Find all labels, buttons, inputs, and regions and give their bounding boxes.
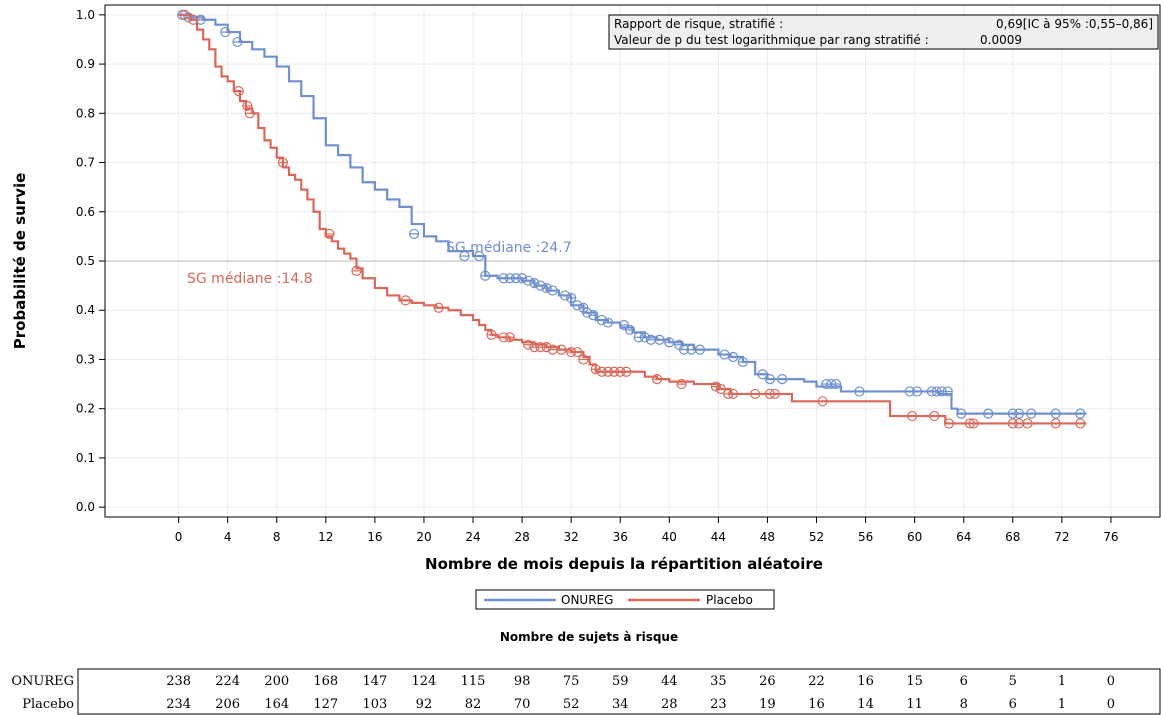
risk-value-placebo: 164 (264, 697, 289, 712)
median-annotation-placebo: SG médiane :14.8 (187, 271, 313, 287)
median-annotation-onureg: SG médiane :24.7 (446, 240, 572, 256)
y-tick-label: 0.6 (76, 205, 95, 219)
risk-value-placebo: 14 (857, 697, 874, 712)
risk-table-frame (77, 668, 1161, 715)
risk-value-onureg: 26 (759, 674, 776, 689)
survival-curve-placebo (178, 13, 1087, 425)
series-layer (178, 13, 1087, 425)
risk-value-placebo: 103 (362, 697, 387, 712)
legend-label-onureg: ONUREG (561, 593, 613, 607)
y-tick-label: 0.1 (76, 451, 95, 465)
risk-value-placebo: 70 (514, 697, 531, 712)
y-tick-label: 0.3 (76, 352, 95, 366)
risk-value-onureg: 5 (1009, 674, 1017, 689)
risk-value-onureg: 0 (1107, 674, 1115, 689)
risk-value-placebo: 34 (612, 697, 629, 712)
risk-value-placebo: 234 (166, 697, 191, 712)
risk-value-placebo: 19 (759, 697, 776, 712)
risk-value-onureg: 224 (215, 674, 240, 689)
y-tick-label: 0.4 (76, 303, 95, 317)
risk-value-placebo: 28 (661, 697, 678, 712)
y-axis-title: Probabilité de survie (11, 173, 29, 350)
risk-value-placebo: 127 (313, 697, 338, 712)
x-tick-label: 8 (273, 530, 281, 544)
x-tick-label: 16 (367, 530, 382, 544)
risk-value-placebo: 0 (1107, 697, 1115, 712)
risk-row-label-placebo: Placebo (22, 697, 74, 712)
stats-row2-label: Valeur de p du test logarithmique par ra… (614, 33, 929, 47)
x-tick-label: 56 (858, 530, 873, 544)
y-tick-label: 0.5 (76, 254, 95, 268)
stats-box-frame (608, 14, 1159, 50)
risk-value-onureg: 147 (362, 674, 387, 689)
risk-value-placebo: 23 (710, 697, 727, 712)
x-tick-label: 52 (809, 530, 824, 544)
risk-value-placebo: 8 (960, 697, 968, 712)
risk-value-onureg: 115 (461, 674, 486, 689)
y-tick-label: 0.9 (76, 57, 95, 71)
x-tick-label: 36 (613, 530, 628, 544)
legend-frame (475, 589, 775, 610)
risk-value-onureg: 22 (808, 674, 825, 689)
risk-value-onureg: 98 (514, 674, 531, 689)
risk-value-onureg: 44 (661, 674, 678, 689)
risk-value-onureg: 16 (857, 674, 874, 689)
legend: ONUREG Placebo (475, 589, 775, 610)
x-tick-label: 40 (662, 530, 677, 544)
x-tick-label: 12 (318, 530, 333, 544)
stats-row1-label: Rapport de risque, stratifié : (614, 17, 783, 31)
risk-value-onureg: 1 (1058, 674, 1066, 689)
y-axis: 0.0 0.1 0.2 0.3 0.4 0.5 0.6 0.7 0.8 0.9 1.0 (76, 8, 105, 514)
risk-value-placebo: 82 (465, 697, 482, 712)
x-axis-title: Nombre de mois depuis la répartition alé… (425, 555, 823, 573)
x-tick-label: 64 (956, 530, 971, 544)
x-tick-label: 72 (1054, 530, 1069, 544)
y-tick-label: 0.8 (76, 106, 95, 120)
survival-curve-onureg (178, 13, 1087, 415)
risk-value-onureg: 59 (612, 674, 629, 689)
risk-table: ONUREG Placebo 238 224 200 168 147 124 115 98 75… (11, 668, 1161, 715)
stats-row1-value: 0,69[IC à 95% :0,55–0,86] (996, 17, 1153, 31)
y-tick-label: 0.2 (76, 402, 95, 416)
risk-value-placebo: 1 (1058, 697, 1066, 712)
y-tick-label: 1.0 (76, 8, 95, 22)
risk-value-onureg: 200 (264, 674, 289, 689)
x-tick-label: 20 (416, 530, 431, 544)
risk-value-placebo: 11 (906, 697, 923, 712)
x-tick-label: 0 (175, 530, 183, 544)
x-axis: 0 4 8 12 16 20 24 28 32 36 40 44 48 52 56 60 64 68 72 76 (175, 517, 1119, 544)
stats-box: Rapport de risque, stratifié : 0,69[IC à… (608, 14, 1159, 50)
risk-value-onureg: 238 (166, 674, 191, 689)
risk-row-label-onureg: ONUREG (11, 674, 74, 689)
x-tick-label: 44 (711, 530, 726, 544)
risk-value-onureg: 35 (710, 674, 727, 689)
risk-value-onureg: 124 (412, 674, 437, 689)
x-tick-label: 48 (760, 530, 775, 544)
risk-value-onureg: 75 (563, 674, 580, 689)
risk-value-placebo: 6 (1009, 697, 1017, 712)
x-tick-label: 68 (1005, 530, 1020, 544)
x-tick-label: 32 (564, 530, 579, 544)
censor-marks-layer (177, 9, 1086, 429)
stats-row2-value: 0.0009 (980, 33, 1022, 47)
risk-value-placebo: 92 (416, 697, 433, 712)
risk-value-placebo: 52 (563, 697, 580, 712)
x-tick-label: 60 (907, 530, 922, 544)
x-tick-label: 76 (1103, 530, 1118, 544)
risk-value-placebo: 16 (808, 697, 825, 712)
x-tick-label: 4 (224, 530, 232, 544)
risk-value-onureg: 15 (906, 674, 923, 689)
risk-value-placebo: 206 (215, 697, 240, 712)
x-tick-label: 28 (514, 530, 529, 544)
risk-value-onureg: 6 (960, 674, 968, 689)
risk-table-title: Nombre de sujets à risque (500, 630, 678, 644)
x-tick-label: 24 (465, 530, 480, 544)
legend-label-placebo: Placebo (706, 593, 753, 607)
y-tick-label: 0.7 (76, 156, 95, 170)
y-tick-label: 0.0 (76, 500, 95, 514)
risk-value-onureg: 168 (313, 674, 338, 689)
